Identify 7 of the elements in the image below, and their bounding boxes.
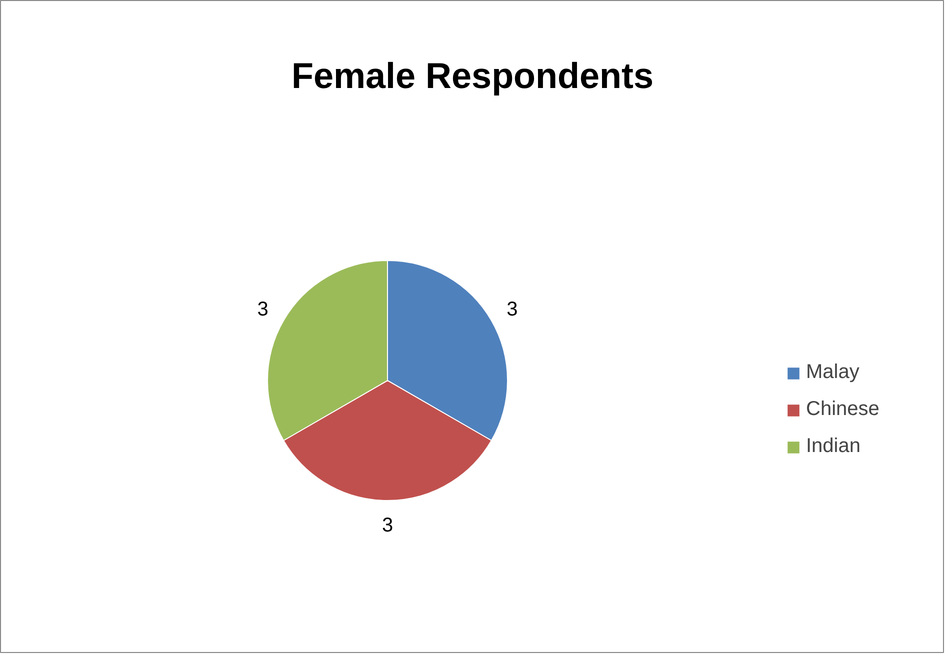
legend-label: Indian [806, 435, 860, 458]
legend-label: Malay [806, 361, 860, 384]
data-label: 3 [382, 514, 394, 536]
legend-label: Chinese [806, 398, 880, 421]
chart-title: Female Respondents [291, 55, 654, 96]
data-label: 3 [257, 298, 268, 320]
data-label: 3 [506, 298, 518, 320]
